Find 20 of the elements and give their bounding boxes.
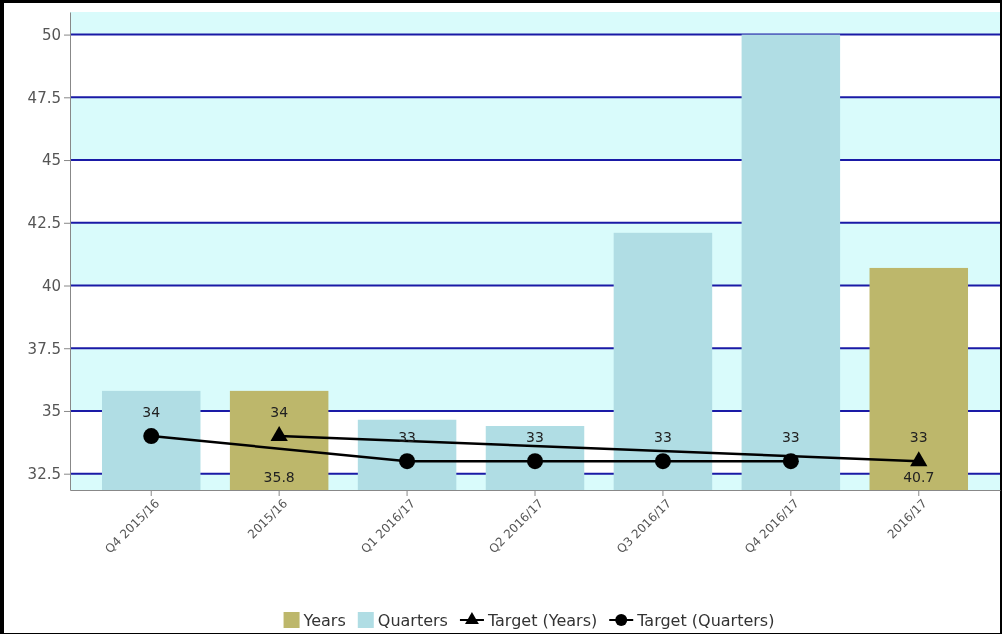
data-label: 34 xyxy=(270,404,289,421)
data-label: 34 xyxy=(142,404,161,421)
y-tick-label: 32.5 xyxy=(27,464,61,483)
data-label: 40.7 xyxy=(903,469,935,485)
data-label: 33 xyxy=(909,429,928,446)
legend-label: Years xyxy=(302,611,346,630)
data-label: 33 xyxy=(781,429,800,446)
y-tick-label: 47.5 xyxy=(27,88,61,107)
legend-label: Quarters xyxy=(377,611,448,630)
y-tick-label: 35 xyxy=(41,402,61,421)
y-tick-label: 37.5 xyxy=(27,339,61,358)
y-tick-label: 45 xyxy=(41,151,61,170)
y-tick-label: 40 xyxy=(41,276,61,295)
legend-label: Target (Quarters) xyxy=(636,611,775,630)
y-tick-label: 42.5 xyxy=(27,214,61,233)
data-label: 33 xyxy=(654,429,672,446)
y-tick-label: 50 xyxy=(41,25,61,44)
data-label: 35.8 xyxy=(263,469,295,485)
legend-label: Target (Years) xyxy=(486,611,598,630)
data-label: 33 xyxy=(526,429,544,446)
